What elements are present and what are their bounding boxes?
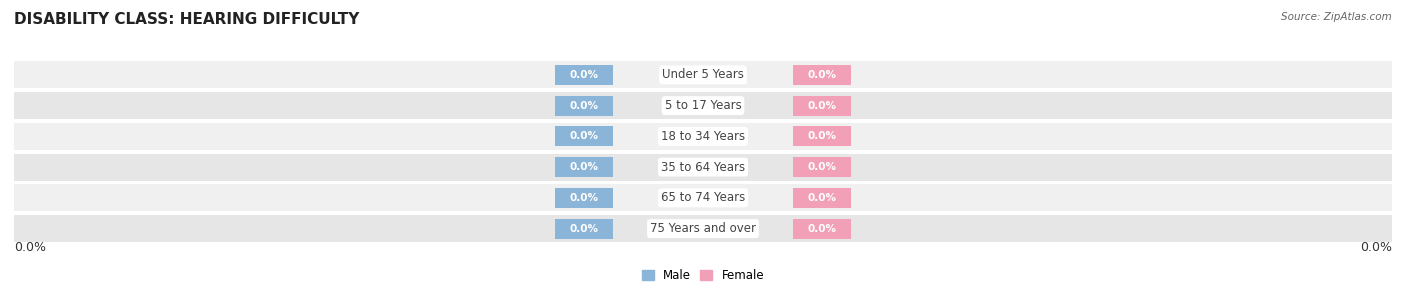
Text: 0.0%: 0.0% — [807, 224, 837, 234]
Text: 18 to 34 Years: 18 to 34 Years — [661, 130, 745, 143]
Bar — [555, 188, 613, 208]
Bar — [793, 96, 851, 116]
Text: 0.0%: 0.0% — [807, 101, 837, 111]
Text: 0.0%: 0.0% — [569, 193, 599, 203]
Text: 0.0%: 0.0% — [14, 241, 46, 254]
Bar — [14, 154, 1392, 181]
Bar — [555, 65, 613, 85]
Text: 0.0%: 0.0% — [807, 193, 837, 203]
Text: 5 to 17 Years: 5 to 17 Years — [665, 99, 741, 112]
Text: 0.0%: 0.0% — [569, 70, 599, 80]
Text: 0.0%: 0.0% — [1360, 241, 1392, 254]
Text: 75 Years and over: 75 Years and over — [650, 222, 756, 235]
Bar — [14, 123, 1392, 150]
Text: 35 to 64 Years: 35 to 64 Years — [661, 161, 745, 174]
Bar — [793, 126, 851, 146]
Text: 65 to 74 Years: 65 to 74 Years — [661, 191, 745, 204]
Text: DISABILITY CLASS: HEARING DIFFICULTY: DISABILITY CLASS: HEARING DIFFICULTY — [14, 12, 360, 27]
Bar — [555, 219, 613, 239]
Bar — [14, 92, 1392, 119]
Text: Under 5 Years: Under 5 Years — [662, 68, 744, 81]
Bar — [555, 157, 613, 177]
Text: 0.0%: 0.0% — [569, 131, 599, 141]
Text: Source: ZipAtlas.com: Source: ZipAtlas.com — [1281, 12, 1392, 22]
Text: 0.0%: 0.0% — [807, 70, 837, 80]
Bar — [14, 61, 1392, 88]
Bar — [793, 188, 851, 208]
Text: 0.0%: 0.0% — [569, 224, 599, 234]
Bar — [793, 65, 851, 85]
Text: 0.0%: 0.0% — [569, 101, 599, 111]
Legend: Male, Female: Male, Female — [637, 265, 769, 287]
Bar — [555, 126, 613, 146]
Bar — [793, 157, 851, 177]
Bar — [793, 219, 851, 239]
Bar — [555, 96, 613, 116]
Text: 0.0%: 0.0% — [569, 162, 599, 172]
Text: 0.0%: 0.0% — [807, 162, 837, 172]
Bar — [14, 184, 1392, 211]
Bar — [14, 215, 1392, 242]
Text: 0.0%: 0.0% — [807, 131, 837, 141]
